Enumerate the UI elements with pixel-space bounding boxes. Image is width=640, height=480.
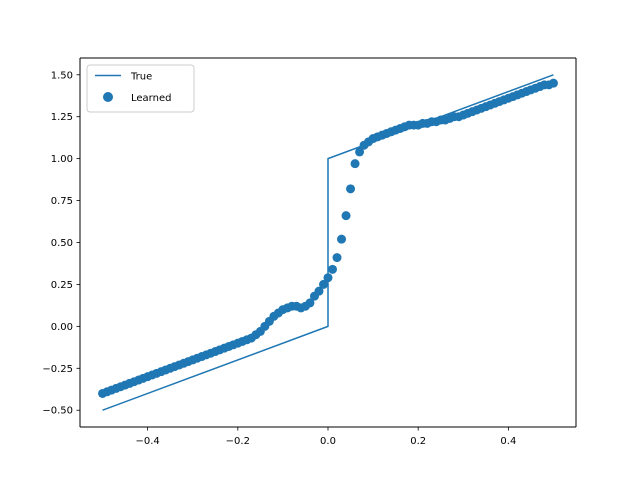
- plot-frame: [79, 57, 577, 428]
- learned-point: [318, 279, 328, 289]
- legend-swatch-learned: [103, 92, 113, 102]
- y-tick-label: 1.00: [51, 154, 73, 165]
- y-tick-label: −0.50: [42, 406, 73, 417]
- learned-point: [305, 298, 315, 308]
- y-tick-label: 0.00: [51, 322, 73, 333]
- legend-label-learned: Learned: [131, 93, 171, 104]
- learned-point: [548, 78, 558, 88]
- learned-point: [355, 147, 365, 157]
- y-tick-label: −0.25: [42, 364, 73, 375]
- y-tick-label: 0.75: [51, 196, 73, 207]
- learned-point: [323, 273, 333, 283]
- learned-point: [350, 159, 360, 169]
- x-tick-label: −0.4: [135, 436, 159, 447]
- x-tick-label: 0.4: [500, 436, 516, 447]
- learned-point: [332, 253, 342, 263]
- learned-point: [341, 211, 351, 221]
- y-tick-label: 1.50: [51, 70, 73, 81]
- learned-point: [314, 286, 324, 296]
- series-layer: [98, 74, 558, 411]
- x-tick-label: 0.2: [410, 436, 426, 447]
- legend: True Learned: [86, 64, 195, 113]
- y-tick-label: 0.50: [51, 238, 73, 249]
- learned-point: [328, 264, 338, 274]
- y-axis: −0.50 −0.25 0.00 0.25 0.50 0.75 1.00 1.25 1.50: [42, 70, 80, 417]
- x-tick-label: 0.0: [320, 436, 336, 447]
- legend-box: [86, 64, 195, 113]
- y-tick-label: 0.25: [51, 280, 73, 291]
- learned-point: [346, 184, 356, 194]
- legend-label-true: True: [130, 72, 152, 83]
- y-tick-label: 1.25: [51, 112, 73, 123]
- x-axis: −0.4 −0.2 0.0 0.2 0.4: [135, 427, 516, 447]
- x-tick-label: −0.2: [226, 436, 250, 447]
- learned-point: [337, 234, 347, 244]
